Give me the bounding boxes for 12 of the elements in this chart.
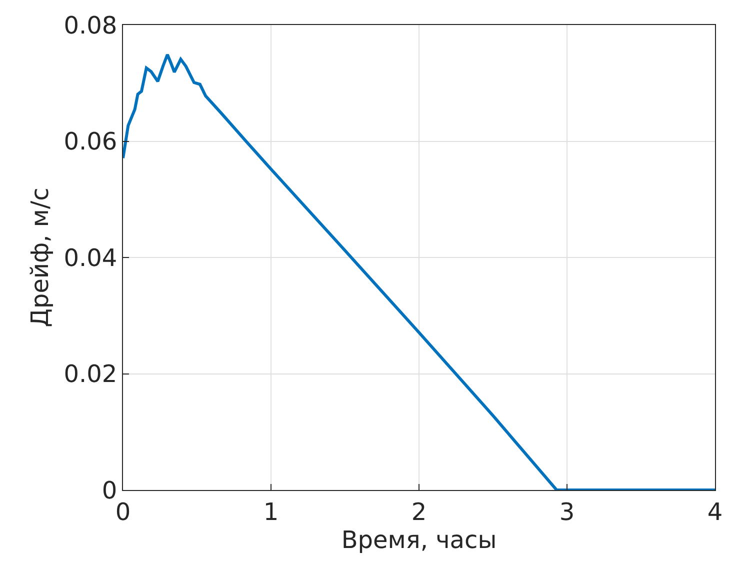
x-tick-label: 2 <box>411 498 427 526</box>
y-tick-label: 0.06 <box>64 128 118 156</box>
x-tick-label: 3 <box>559 498 575 526</box>
line-series <box>123 53 715 490</box>
x-tick-label: 4 <box>707 498 723 526</box>
y-tick-label: 0.02 <box>64 360 118 388</box>
y-tick-label: 0.04 <box>64 244 118 272</box>
y-tick-label: 0 <box>102 476 118 504</box>
x-tick-label: 1 <box>263 498 279 526</box>
x-axis-title: Время, часы <box>341 526 497 554</box>
y-tick-label: 0.08 <box>64 11 118 40</box>
y-axis-title: Дрейф, м/с <box>26 188 54 328</box>
